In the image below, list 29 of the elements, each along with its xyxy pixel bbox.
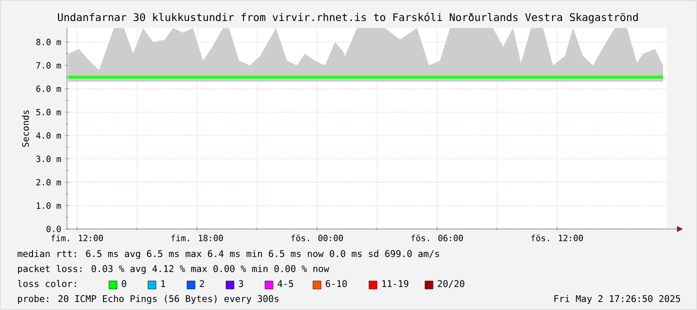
- y-tick-label: 7.0 m: [36, 62, 61, 69]
- text: 6-10: [326, 280, 347, 288]
- y-axis-title: Seconds: [22, 110, 29, 147]
- text: median rtt: 6.5 ms avg 6.5 ms max 6.4 ms min 6.5 ms now 0.0 ms sd 699.0 am/s: [18, 250, 440, 259]
- y-tick-label: 0.0: [46, 226, 61, 232]
- text: packet loss: 0.03 % avg 4.12 % max 0.00 % min 0.00 % now: [18, 264, 330, 274]
- text: probe: 20 ICMP Echo Pings (56 Bytes) every 300s: [18, 294, 278, 304]
- y-tick-label: 5.0 m: [36, 108, 61, 116]
- y-tick-label: 3.0 m: [36, 156, 61, 162]
- x-tick-label: fös. 12:00: [531, 234, 583, 242]
- x-tick-label: fim. 18:00: [171, 234, 223, 242]
- text: 1: [161, 280, 166, 287]
- y-tick-label: 6.0 m: [36, 86, 61, 92]
- y-tick-label: 8.0 m: [36, 38, 61, 46]
- text: Fri May 2 17:26:50 2025: [554, 294, 680, 304]
- y-tick-label: 2.0 m: [36, 179, 61, 186]
- text: 3: [238, 280, 244, 288]
- text: 4-5: [278, 280, 294, 288]
- x-tick-label: fös. 00:00: [291, 234, 343, 242]
- chart-title: Undanfarnar 30 klukkustundir from virvir.rhnet.is to Farskóli Norðurlands Vestra Skagaströnd: [58, 12, 638, 24]
- x-tick-label: fim. 12:00: [51, 234, 103, 242]
- text: 0: [122, 280, 126, 288]
- text: loss color:: [18, 280, 76, 288]
- x-tick-label: fös. 06:00: [411, 234, 463, 242]
- text: 20/20: [438, 280, 464, 288]
- text: 11-19: [382, 280, 408, 288]
- y-tick-label: 4.0 m: [36, 132, 61, 139]
- text: 2: [200, 280, 204, 287]
- y-tick-label: 1.0 m: [36, 202, 61, 209]
